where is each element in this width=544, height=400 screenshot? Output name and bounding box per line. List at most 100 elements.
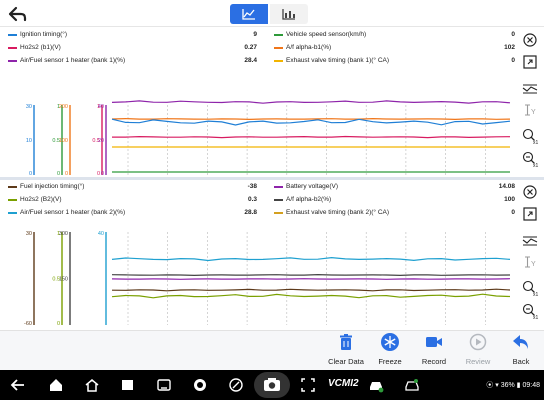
legend-label: Air/Fuel sensor 1 heater (bank 1)(%) bbox=[20, 57, 126, 64]
review-label: Review bbox=[465, 357, 491, 366]
legend-item[interactable]: Air/Fuel sensor 1 heater (bank 2)(%) 28.… bbox=[8, 207, 257, 220]
legend-value: 102 bbox=[504, 44, 515, 51]
y-tick-label: 300 bbox=[59, 231, 68, 237]
series-line bbox=[111, 293, 511, 299]
y-tick-label: -60 bbox=[24, 321, 32, 327]
y-tick-label: 10 bbox=[26, 138, 32, 144]
legend-swatch bbox=[274, 186, 283, 188]
legend-top: Ignition timing(°) 9 Vehicle speed senso… bbox=[0, 28, 518, 72]
series-line bbox=[111, 118, 511, 126]
zoom-in-icon[interactable]: x1 bbox=[521, 279, 539, 298]
nav-home-icon[interactable] bbox=[48, 377, 64, 393]
system-nav-bar: VCMI2 ⦿ ▾ 36% ▮ 09:48 bbox=[0, 370, 544, 400]
screenshot-icon[interactable] bbox=[300, 377, 316, 393]
trash-icon bbox=[337, 333, 355, 351]
bar-chart-view-button[interactable] bbox=[270, 4, 308, 24]
legend-swatch bbox=[8, 47, 17, 49]
compare-icon[interactable] bbox=[521, 79, 539, 97]
legend-swatch bbox=[274, 34, 283, 36]
legend-item[interactable]: Ho2s2 (b1)(V) 0.27 bbox=[8, 42, 257, 55]
nav-back-icon[interactable] bbox=[10, 377, 26, 393]
car-screen-icon[interactable] bbox=[156, 377, 172, 393]
graph-panel-top: Ignition timing(°) 9 Vehicle speed senso… bbox=[0, 28, 518, 177]
review-button[interactable]: Review bbox=[455, 333, 501, 369]
y-tick-label: 0 bbox=[65, 171, 68, 177]
house-icon[interactable] bbox=[84, 377, 100, 393]
legend-item[interactable]: Air/Fuel sensor 1 heater (bank 1)(%) 28.… bbox=[8, 55, 257, 68]
legend-item[interactable]: Battery voltage(V) 14.08 bbox=[274, 181, 516, 194]
vehicle-icon[interactable] bbox=[368, 377, 384, 393]
y-tick-label: 0.5 bbox=[52, 277, 60, 283]
video-camera-icon bbox=[425, 333, 443, 351]
back-arrow-icon[interactable] bbox=[6, 4, 28, 24]
record-label: Record bbox=[421, 357, 447, 366]
series-line bbox=[111, 278, 511, 280]
expand-icon[interactable] bbox=[521, 53, 539, 71]
legend-item[interactable]: Ho2s2 (B2)(V) 0.3 bbox=[8, 194, 257, 207]
legend-item[interactable]: Exhaust valve timing (bank 2)(° CA) 0 bbox=[274, 207, 516, 220]
legend-item[interactable]: Ignition timing(°) 9 bbox=[8, 29, 257, 42]
battery-level: 36% bbox=[500, 382, 515, 389]
legend-value: 0.3 bbox=[247, 196, 257, 203]
legend-value: 0 bbox=[511, 57, 515, 64]
legend-label: A/f alpha-b1(%) bbox=[286, 44, 332, 51]
scale-y-icon[interactable]: Y bbox=[521, 253, 539, 271]
line-chart-icon bbox=[242, 9, 255, 20]
close-icon[interactable] bbox=[521, 31, 539, 49]
view-toggle bbox=[230, 4, 312, 24]
legend-item[interactable]: A/f alpha-b1(%) 102 bbox=[274, 42, 516, 55]
line-graph-bottom[interactable]: 30-6010.503001504004:5504:5604:5704:5804… bbox=[0, 224, 518, 330]
line-chart-view-button[interactable] bbox=[230, 4, 268, 24]
legend-label: Ignition timing(°) bbox=[20, 31, 68, 38]
freeze-label: Freeze bbox=[378, 357, 402, 366]
graph-canvas: 3010010.50200100010.504020004:5504:5604:… bbox=[26, 100, 511, 177]
legend-label: Fuel injection timing(°) bbox=[20, 183, 85, 190]
camera-icon bbox=[264, 378, 280, 391]
zoom-out-icon[interactable]: x1 bbox=[521, 302, 539, 321]
recent-apps-icon[interactable] bbox=[120, 377, 136, 393]
legend-item[interactable]: Exhaust valve timing (bank 1)(° CA) 0 bbox=[274, 55, 516, 68]
camera-button[interactable] bbox=[254, 372, 290, 398]
y-tick-label: 200 bbox=[59, 104, 68, 110]
legend-label: Exhaust valve timing (bank 1)(° CA) bbox=[286, 57, 390, 64]
zoom-out-icon[interactable]: x1 bbox=[521, 150, 539, 169]
back-button[interactable]: Back bbox=[498, 333, 544, 369]
tools-icon[interactable] bbox=[228, 377, 244, 393]
freeze-button[interactable]: Freeze bbox=[367, 333, 413, 369]
play-circle-icon bbox=[469, 333, 487, 351]
clear-data-button[interactable]: Clear Data bbox=[323, 333, 369, 369]
legend-swatch bbox=[8, 60, 17, 62]
vcmi-status[interactable]: VCMI2 bbox=[328, 378, 359, 389]
legend-item[interactable]: Vehicle speed sensor(km/h) 0 bbox=[274, 29, 516, 42]
scale-y-icon[interactable]: Y bbox=[521, 101, 539, 119]
y-tick-label: 0 bbox=[29, 171, 32, 177]
record-button[interactable]: Record bbox=[411, 333, 457, 369]
y-tick-label: 0.5 bbox=[92, 138, 100, 144]
clock: 09:48 bbox=[522, 382, 540, 389]
location-icon: ⦿ bbox=[486, 382, 494, 389]
y-tick-label: 0 bbox=[101, 171, 104, 177]
svg-text:x1: x1 bbox=[533, 140, 539, 145]
graph-canvas: 30-6010.503001504004:5504:5604:5704:5804… bbox=[24, 231, 511, 327]
compare-icon[interactable] bbox=[521, 231, 539, 249]
legend-value: -38 bbox=[247, 183, 257, 190]
zoom-in-icon[interactable]: x1 bbox=[521, 127, 539, 146]
close-icon[interactable] bbox=[521, 183, 539, 201]
graph-panel-bottom: Fuel injection timing(°) -38 Battery vol… bbox=[0, 180, 518, 330]
expand-icon[interactable] bbox=[521, 205, 539, 223]
legend-value: 100 bbox=[504, 196, 515, 203]
y-tick-label: 0 bbox=[57, 171, 60, 177]
battery-icon: ▮ bbox=[516, 382, 521, 389]
series-line bbox=[111, 117, 511, 121]
action-bar: Clear Data Freeze Record Review Back bbox=[0, 330, 544, 370]
legend-item[interactable]: Fuel injection timing(°) -38 bbox=[8, 181, 257, 194]
car-service-icon[interactable] bbox=[404, 377, 420, 393]
legend-value: 0.27 bbox=[244, 44, 257, 51]
line-graph-top[interactable]: 3010010.50200100010.504020004:5504:5604:… bbox=[0, 72, 518, 177]
gauge-icon[interactable] bbox=[192, 377, 208, 393]
y-tick-label: 40 bbox=[98, 104, 104, 110]
legend-item[interactable]: A/f alpha-b2(%) 100 bbox=[274, 194, 516, 207]
series-line bbox=[111, 288, 511, 292]
y-tick-label: 100 bbox=[59, 138, 68, 144]
legend-value: 28.4 bbox=[244, 57, 257, 64]
